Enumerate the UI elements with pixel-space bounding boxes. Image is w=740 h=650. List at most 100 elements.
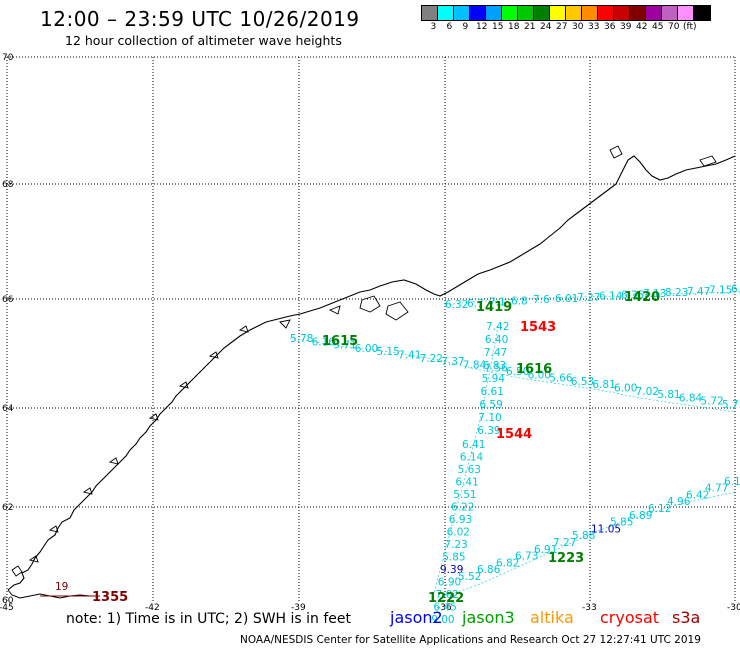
- credit-footer: NOAA/NESDIS Center for Satellite Applica…: [240, 634, 701, 646]
- wave-height-label: 7.84: [463, 359, 487, 371]
- wave-height-label: 5.51: [453, 489, 476, 501]
- colorbar-swatch: [582, 6, 598, 20]
- wave-height-label: 6.17: [724, 476, 740, 488]
- wave-height-label: 7.23: [444, 539, 467, 551]
- colorbar-label: 42: [636, 22, 648, 32]
- wave-height-label: 5.72: [700, 396, 723, 408]
- longitude-tick-label: -30: [727, 603, 740, 613]
- pass-time-label: 1355: [92, 590, 128, 605]
- latitude-tick-label: 68: [2, 180, 14, 190]
- pass-time-label: 1419: [476, 300, 512, 315]
- map-graticule: [7, 57, 735, 602]
- colorbar-label: 24: [540, 22, 552, 32]
- wave-height-label: 6.14: [599, 291, 623, 303]
- greenland-coastline: [7, 145, 736, 599]
- satellite-tracks: [40, 291, 736, 601]
- latitude-tick-label: 64: [2, 404, 14, 414]
- colorbar-label: 30: [572, 22, 584, 32]
- colorbar-swatch: [662, 6, 678, 20]
- legend-altika: altika: [530, 608, 574, 627]
- wave-height-label: 7.41: [398, 350, 421, 362]
- longitude-tick-label: -39: [291, 603, 306, 613]
- longitude-tick-label: -45: [0, 603, 14, 613]
- wave-height-label: 5.85: [610, 517, 633, 529]
- wave-height-label: 6.91: [534, 544, 557, 556]
- wave-height-label: 6.61: [481, 386, 504, 398]
- longitude-tick-label: -42: [145, 603, 160, 613]
- latitude-tick-label: 60: [2, 596, 14, 606]
- wave-height-label: 5.88: [572, 530, 595, 542]
- wave-height-label: 6.32: [445, 299, 468, 311]
- colorbar-swatch: [630, 6, 646, 20]
- wave-height-label: 6.00: [355, 343, 378, 355]
- wave-height-label: 6.76: [731, 283, 740, 295]
- wave-height-label: 6.84: [679, 392, 703, 404]
- colorbar-swatch: [678, 6, 694, 20]
- wave-height-label: 6.00: [528, 369, 551, 381]
- wave-height-label: 8.23: [665, 287, 688, 299]
- wave-height-label: 7.10: [478, 412, 501, 424]
- wave-height-label: 5.85: [442, 552, 465, 564]
- wave-height-label: 6.01: [555, 293, 578, 305]
- colorbar-swatch: [646, 6, 662, 20]
- colorbar-label: 3: [430, 22, 437, 32]
- wave-height-label: 6.81: [592, 379, 615, 391]
- colorbar-label: 45: [652, 22, 664, 32]
- wave-height-label: 5.52: [458, 571, 481, 583]
- wave-height-label: 6.86: [477, 564, 501, 576]
- wave-height-values: 6.326.7 7.1 6.8 7.6 6.017.276.146.357.138.23…: [55, 283, 740, 626]
- latitude-tick-label: 70: [2, 53, 14, 63]
- wave-height-label: 6.53: [571, 376, 594, 388]
- pass-time-label: 1543: [520, 320, 556, 335]
- colorbar-swatch: [598, 6, 614, 20]
- colorbar-label: 6: [446, 22, 453, 32]
- legend-s3a: s3a: [672, 608, 701, 627]
- colorbar-swatch: [534, 6, 550, 20]
- wave-height-label: 6.14: [460, 452, 484, 464]
- colorbar-label: 21: [524, 22, 536, 32]
- wave-height-label: 7.56: [484, 363, 508, 375]
- wave-height-colorbar: [421, 5, 711, 21]
- wave-height-label: 5.15: [376, 346, 399, 358]
- colorbar-swatch: [518, 6, 534, 20]
- colorbar-label: 36: [604, 22, 616, 32]
- wave-height-label: 6.12: [648, 503, 671, 515]
- wave-height-label: 9.00: [431, 614, 454, 626]
- pass-time-label: 1223: [548, 551, 584, 566]
- wave-height-label: 7.22: [420, 353, 443, 365]
- colorbar-label: 12: [476, 22, 488, 32]
- colorbar-swatch: [422, 6, 438, 20]
- wave-height-label: 7.02: [436, 589, 459, 601]
- longitude-tick-label: -33: [582, 603, 597, 613]
- wave-height-label: 7.27: [553, 537, 576, 549]
- pass-time-label: 1615: [322, 334, 358, 349]
- wave-height-label: 6.42: [686, 489, 709, 501]
- wave-height-label: 7.1: [489, 297, 506, 309]
- pass-time-label: 1544: [496, 427, 532, 442]
- colorbar-swatch: [502, 6, 518, 20]
- wave-height-label: 4.77: [705, 483, 728, 495]
- wave-height-label: 6.89: [629, 510, 652, 522]
- longitude-tick-label: -36: [437, 603, 452, 613]
- pass-time-label: 1616: [516, 362, 552, 377]
- wave-height-label: 6.73: [515, 551, 538, 563]
- wave-height-label: 5.71: [333, 340, 356, 352]
- wave-height-label: 9.39: [440, 564, 463, 576]
- latitude-tick-label: 66: [2, 295, 14, 305]
- wave-height-label: 6.93: [449, 514, 472, 526]
- colorbar-swatch: [694, 6, 710, 20]
- map-frame: [6, 56, 736, 602]
- colorbar-label: 70: [668, 22, 680, 32]
- page-title: 12:00 – 23:59 UTC 10/26/2019: [40, 7, 360, 31]
- wave-height-label: 6.00: [614, 383, 637, 395]
- wave-height-label: 7.37: [441, 356, 464, 368]
- wave-height-label: 5.78: [290, 333, 313, 345]
- colorbar-label: 15: [492, 22, 504, 32]
- colorbar-swatch: [614, 6, 630, 20]
- colorbar-label: 9: [462, 22, 469, 32]
- pass-time-label: 1420: [624, 290, 660, 305]
- wave-height-label: 6.02: [447, 527, 470, 539]
- wave-height-label: 11.05: [591, 523, 621, 535]
- colorbar-label: 33: [588, 22, 600, 32]
- wave-height-label: 7.47: [484, 347, 507, 359]
